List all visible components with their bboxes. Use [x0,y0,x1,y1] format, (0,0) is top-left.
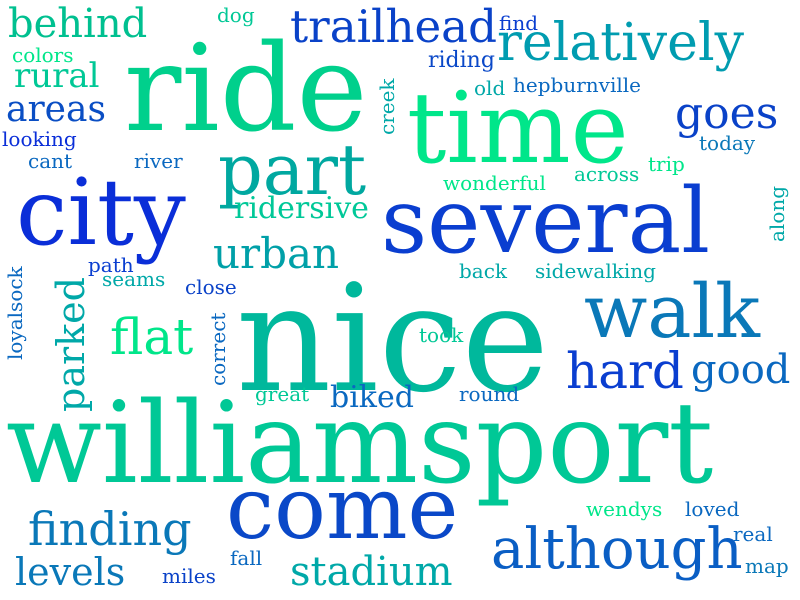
word-riding: riding [428,48,495,73]
word-loyalsock: loyalsock [3,265,27,360]
word-stadium: stadium [290,549,453,595]
word-map: map [745,554,789,578]
word-good: good [691,347,790,393]
word-trip: trip [648,152,685,176]
word-behind: behind [8,1,147,47]
word-creek: creek [375,78,399,135]
word-wendys: wendys [586,497,662,521]
word-dog: dog [217,3,255,27]
word-city: city [16,159,186,266]
word-come: come [226,459,458,559]
word-across: across [574,162,639,186]
word-ridersive: ridersive [234,191,369,226]
word-relatively: relatively [497,13,745,73]
word-wonderful: wonderful [443,171,546,195]
word-cant: cant [28,149,72,173]
word-sidewalking: sidewalking [535,259,656,283]
word-parked: parked [49,277,93,412]
word-today: today [699,131,756,155]
word-areas: areas [6,89,106,130]
word-loved: loved [685,497,740,521]
word-round: round [459,382,519,406]
word-walk: walk [584,269,761,355]
word-along: along [765,186,789,242]
word-colors: colors [12,43,74,67]
word-find: find [499,11,538,35]
word-urban: urban [213,229,339,278]
word-rural: rural [14,56,100,96]
word-nice: nice [236,253,549,425]
word-real: real [733,522,773,546]
word-hard: hard [566,342,684,400]
word-finding: finding [28,502,192,556]
word-part: part [218,129,366,211]
word-williamsport: williamsport [6,379,713,509]
word-path: path [88,253,134,277]
word-although: although [491,517,743,582]
word-great: great [255,382,309,406]
word-old: old [474,76,505,100]
word-fall: fall [230,546,262,570]
word-ride: ride [124,20,368,159]
word-goes: goes [675,88,778,139]
word-looking: looking [2,127,77,151]
word-river: river [134,149,183,173]
word-miles: miles [162,564,216,588]
word-time: time [407,72,629,186]
word-flat: flat [110,308,193,366]
word-trailhead: trailhead [290,0,497,53]
word-back: back [459,259,508,283]
word-correct: correct [206,313,230,386]
word-hepburnville: hepburnville [513,73,641,97]
word-took: took [419,323,464,347]
word-biked: biked [330,380,414,415]
word-several: several [381,169,710,274]
word-close: close [185,275,237,299]
word-levels: levels [15,550,125,594]
word-seams: seams [102,267,165,291]
